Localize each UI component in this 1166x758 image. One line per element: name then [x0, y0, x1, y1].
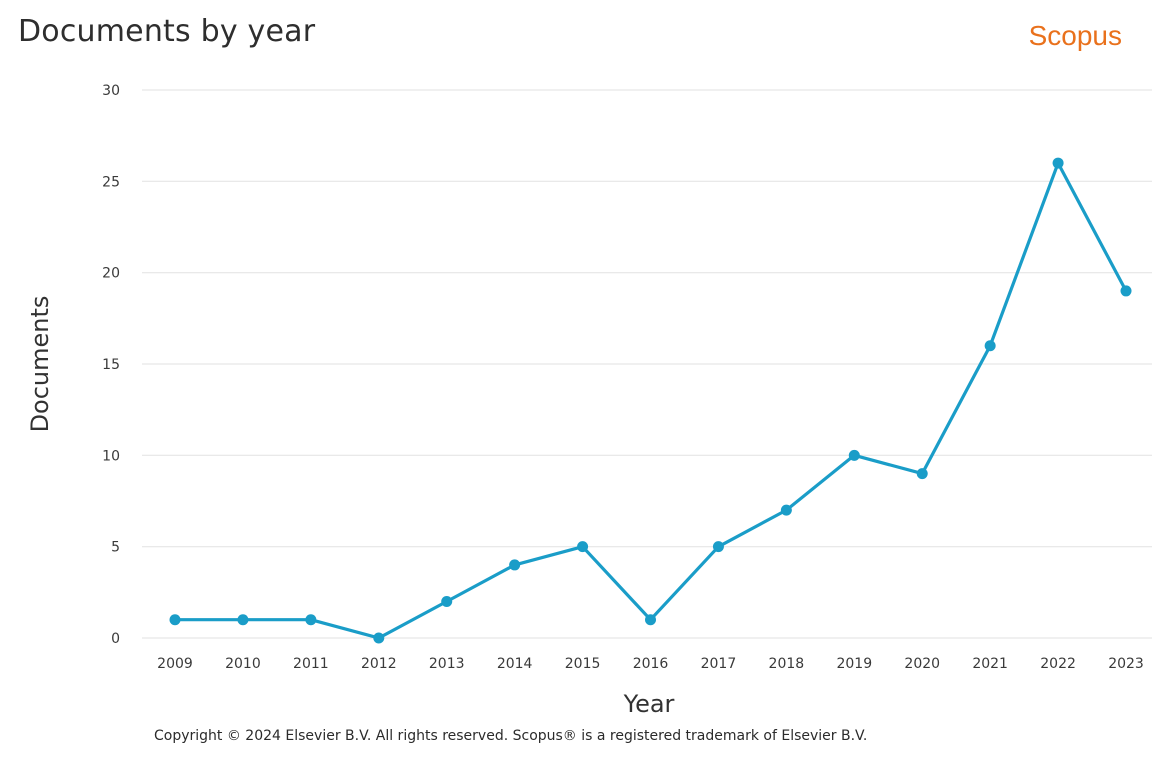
- x-tick-label: 2022: [1040, 656, 1076, 672]
- y-tick-label: 25: [102, 174, 120, 190]
- x-tick-label: 2020: [904, 656, 940, 672]
- x-tick-label: 2015: [565, 656, 601, 672]
- data-point[interactable]: [712, 541, 724, 553]
- y-tick-label: 30: [102, 83, 120, 99]
- x-tick-label: 2018: [769, 656, 805, 672]
- x-tick-label: 2023: [1108, 656, 1144, 672]
- x-tick-label: 2010: [225, 656, 261, 672]
- y-tick-label: 15: [102, 357, 120, 373]
- series-line: [173, 161, 1128, 640]
- data-point[interactable]: [373, 632, 385, 644]
- y-tick-label: 20: [102, 266, 120, 282]
- data-point[interactable]: [645, 614, 657, 626]
- x-tick-label: 2021: [972, 656, 1008, 672]
- data-point[interactable]: [509, 559, 521, 571]
- scopus-logo: Scopus: [1028, 20, 1122, 51]
- data-point[interactable]: [305, 614, 317, 626]
- data-point[interactable]: [848, 449, 860, 461]
- x-axis-label: Year: [623, 690, 675, 718]
- y-axis-label: Documents: [26, 296, 54, 433]
- x-axis-ticks: 2009 2010 2011 2012 2013 2014 2015 2016 2017 2018…: [157, 656, 1144, 672]
- data-point[interactable]: [780, 504, 792, 516]
- gridlines: [142, 89, 1152, 639]
- data-point[interactable]: [984, 340, 996, 352]
- x-tick-label: 2013: [429, 656, 465, 672]
- data-point[interactable]: [1052, 157, 1064, 169]
- x-tick-label: 2009: [157, 656, 193, 672]
- y-tick-label: 0: [111, 631, 120, 647]
- data-point[interactable]: [1120, 285, 1132, 297]
- x-tick-label: 2017: [701, 656, 737, 672]
- x-tick-label: 2011: [293, 656, 329, 672]
- y-axis-ticks: 0 5 10 15 20 25 30: [102, 83, 120, 647]
- series-documents: [169, 157, 1132, 644]
- chart-title: Documents by year: [18, 14, 316, 49]
- y-tick-label: 5: [111, 540, 120, 556]
- data-point[interactable]: [577, 541, 589, 553]
- data-point[interactable]: [441, 595, 453, 607]
- data-point[interactable]: [916, 468, 928, 480]
- data-point[interactable]: [237, 614, 249, 626]
- data-point[interactable]: [169, 614, 181, 626]
- x-tick-label: 2014: [497, 656, 533, 672]
- copyright-notice: Copyright © 2024 Elsevier B.V. All right…: [154, 728, 868, 744]
- y-tick-label: 10: [102, 448, 120, 464]
- x-tick-label: 2016: [633, 656, 669, 672]
- x-tick-label: 2019: [836, 656, 872, 672]
- x-tick-label: 2012: [361, 656, 397, 672]
